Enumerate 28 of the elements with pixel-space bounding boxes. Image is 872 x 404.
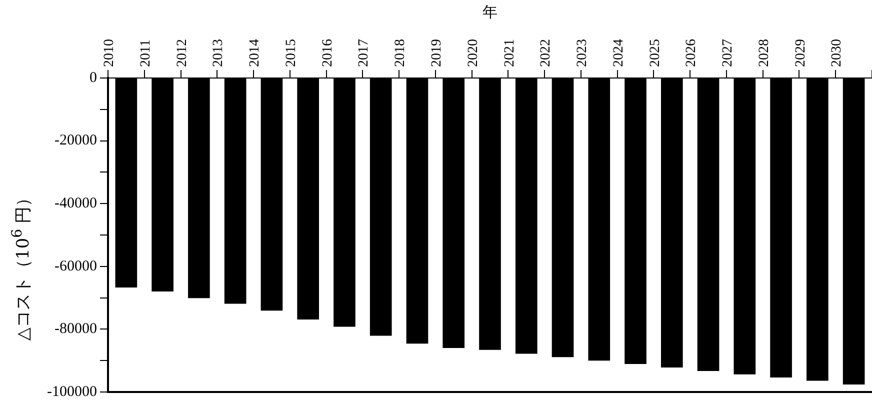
x-tick-label: 2015 [284,39,299,67]
x-tick-label: 2012 [174,39,190,67]
x-axis-title: 年 [482,4,498,21]
x-tick-label: 2016 [320,39,336,67]
x-tick-label: 2027 [720,39,736,67]
x-tick-label: 2029 [793,39,808,67]
x-tick-label: 2030 [830,39,845,67]
y-tick-label: 0 [89,70,97,86]
x-tick-label: 2017 [356,39,372,67]
x-tick-label: 2014 [248,39,263,67]
x-tick-label: 2021 [502,39,518,67]
x-tick-label: 2013 [211,39,226,67]
x-tick-label: 2011 [138,40,154,67]
y-tick-label: -80000 [54,321,97,338]
y-tick-label: -100000 [46,384,97,400]
x-tick-label: 2019 [429,39,444,67]
x-tick-label: 2026 [684,39,700,67]
x-tick-label: 2025 [648,39,663,67]
x-tick-label: 2010 [102,39,118,67]
x-tick-label: 2023 [575,39,590,67]
x-tick-label: 2028 [756,39,772,67]
x-tick-label: 2020 [466,39,481,67]
x-tick-label: 2018 [393,39,408,67]
y-tick-label: -40000 [54,196,97,212]
x-tick-label: 2024 [611,39,626,67]
x-tick-label: 2022 [538,39,554,67]
y-tick-label: -60000 [54,258,97,274]
y-tick-label: -20000 [54,132,97,149]
